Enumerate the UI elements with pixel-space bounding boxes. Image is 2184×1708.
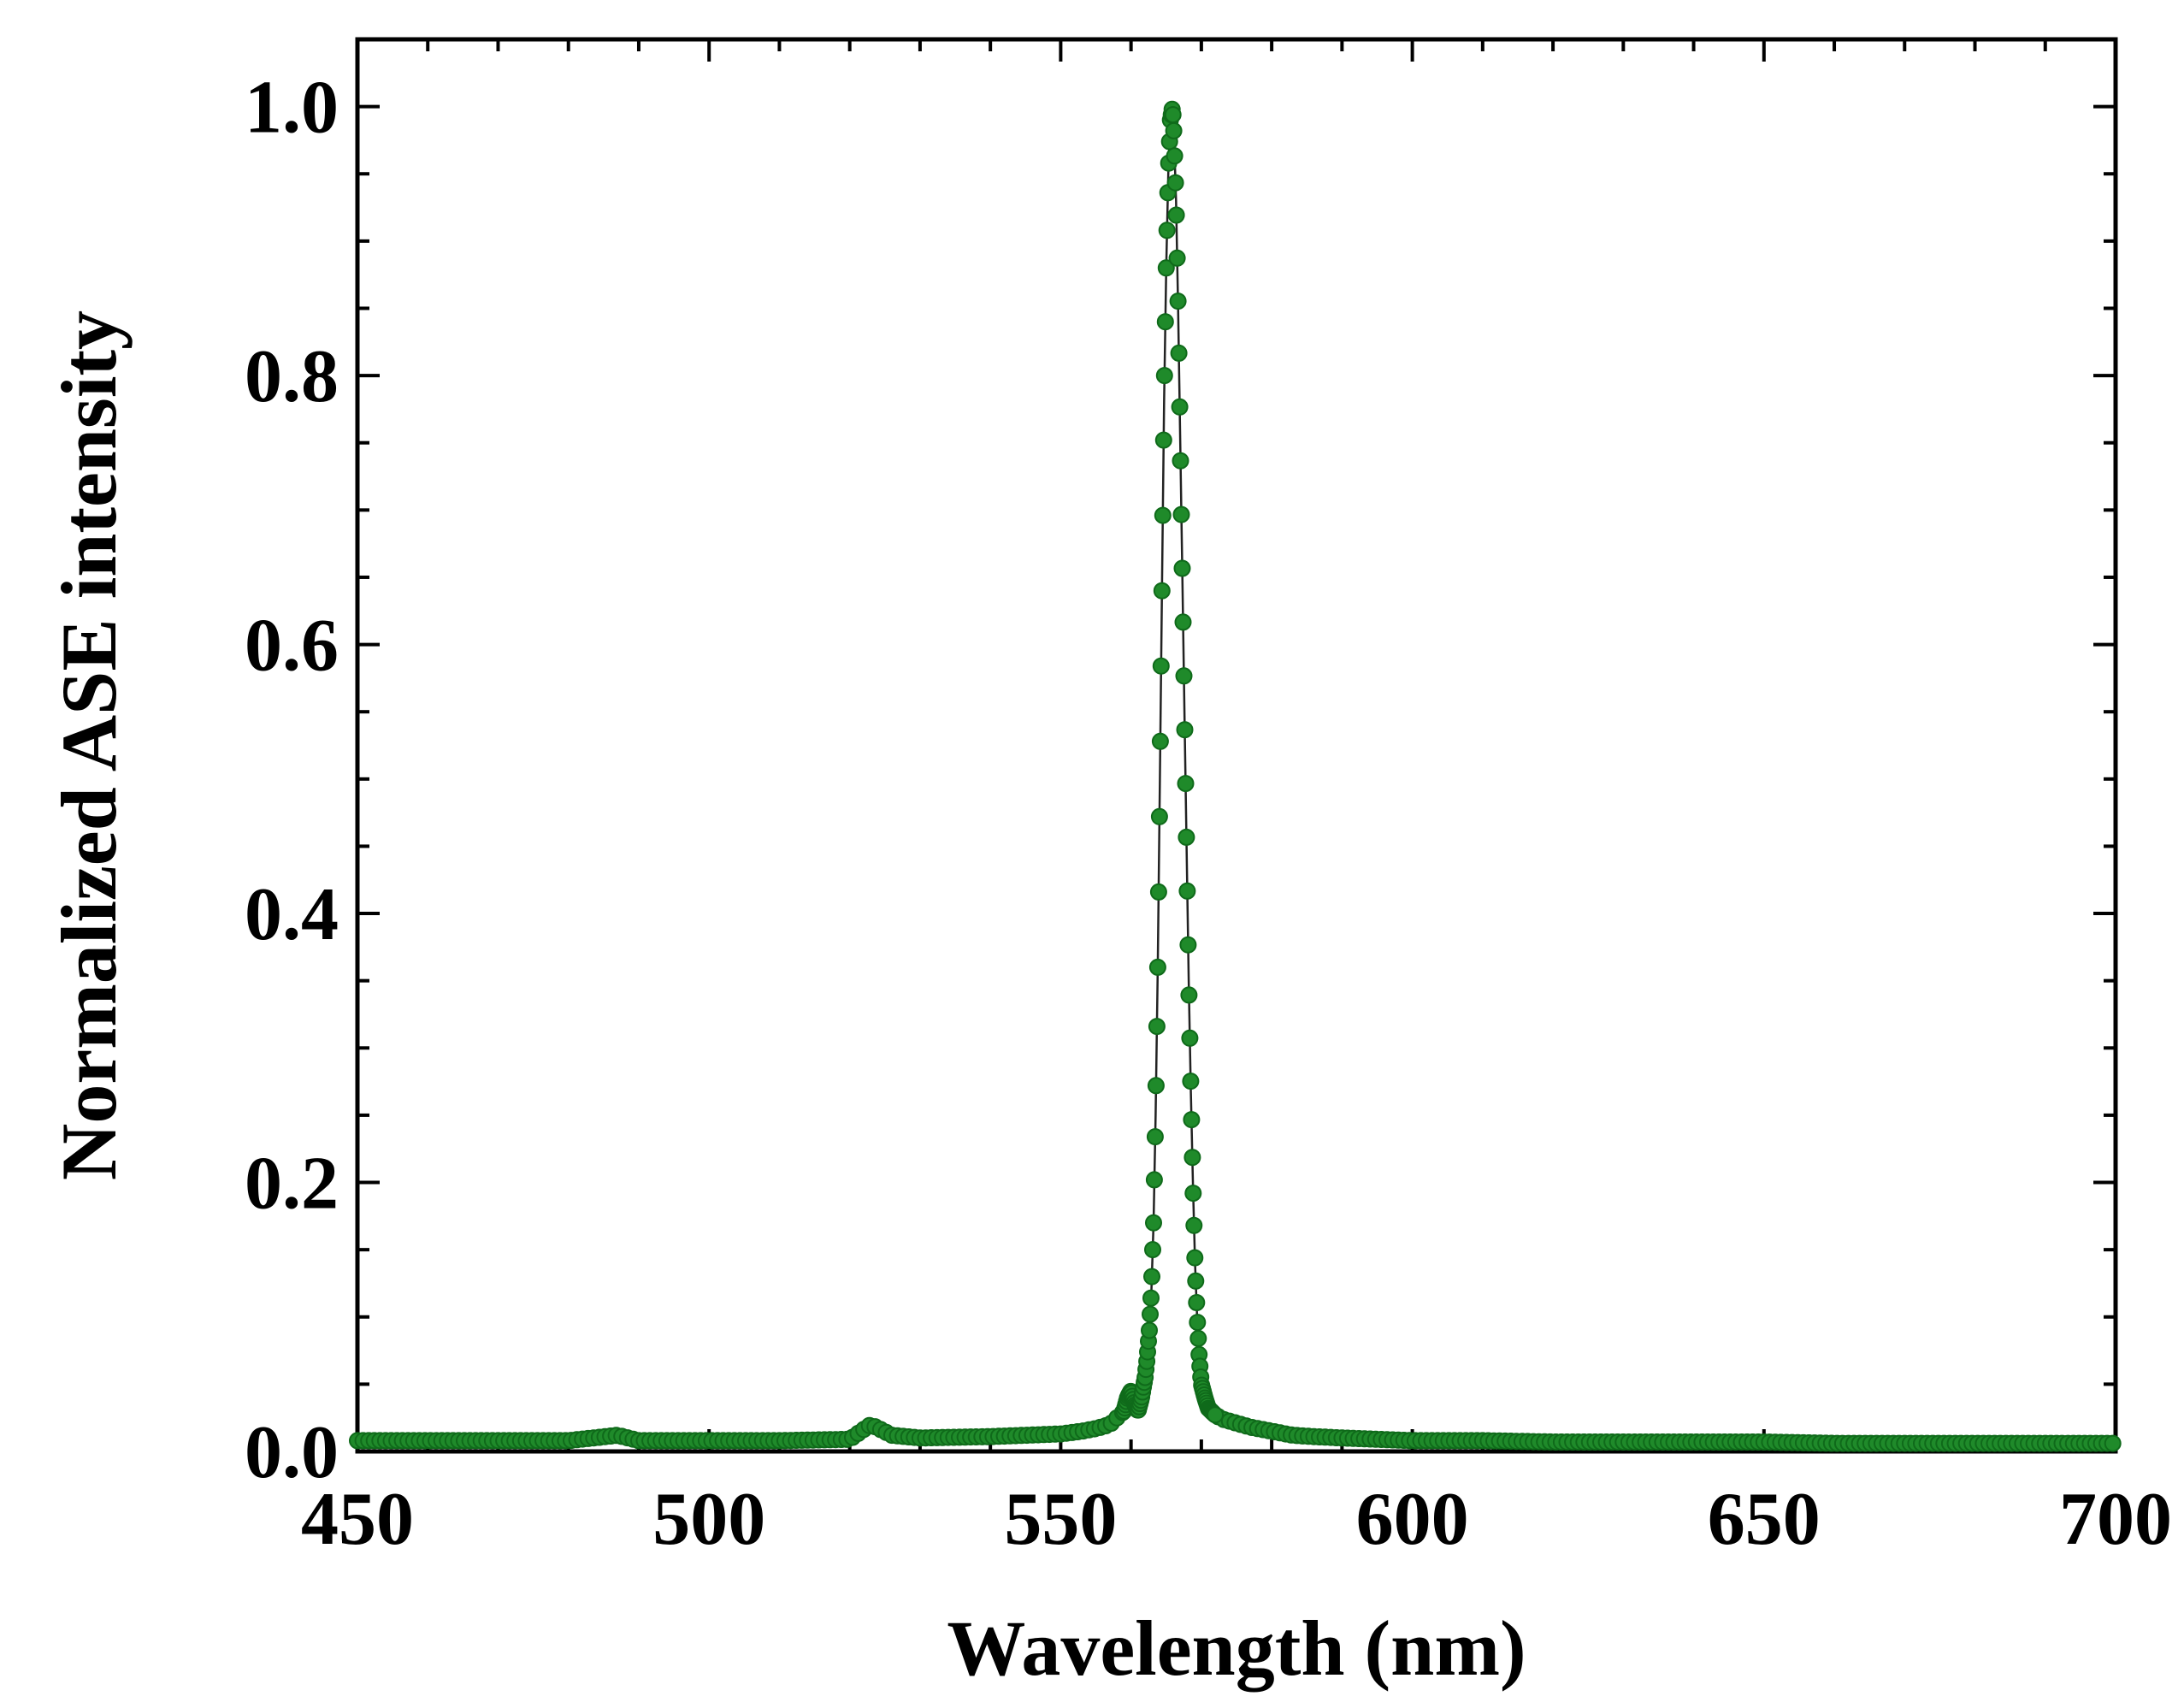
data-point [1180,986,1198,1004]
data-point [1145,1214,1162,1232]
series-line [357,106,2116,1445]
x-tick-label: 600 [1356,1478,1469,1561]
data-point [1142,1289,1160,1307]
x-tick-label: 450 [301,1478,414,1561]
data-point [1154,431,1172,449]
data-point [1155,367,1173,385]
data-point [1185,1216,1203,1234]
data-point [1186,1249,1204,1267]
data-point [1176,721,1194,739]
data-point [1172,505,1190,523]
data-point [1144,1241,1161,1259]
data-point [1148,1018,1166,1036]
data-point [1178,882,1196,900]
data-point [1141,1321,1158,1339]
y-tick-label: 0.4 [245,873,339,956]
data-point [1172,452,1189,470]
data-point [1175,667,1193,685]
data-point [1177,775,1195,793]
axes [355,37,2118,1454]
data-point [1207,1406,1224,1424]
x-tick-label: 650 [1708,1478,1821,1561]
x-tick-label: 700 [2059,1478,2172,1561]
y-tick-label: 0.0 [245,1411,339,1494]
data-point [1154,506,1172,524]
data-point [2104,1434,2122,1452]
x-tick-label: 500 [652,1478,765,1561]
data-point [1189,1314,1207,1332]
data-point [1168,249,1186,267]
data-point [1156,313,1174,331]
data-point [1181,1029,1199,1047]
data-point [1158,222,1176,239]
plot-frame [355,37,2118,1454]
y-tick-label: 1.0 [245,67,339,150]
data-point [1143,1268,1160,1285]
data-point [1153,582,1171,600]
data-point [1152,657,1170,675]
data-point [1167,206,1185,224]
data-point [1147,1077,1165,1095]
x-axis-title: Wavelength (nm) [947,1605,1526,1692]
data-point [1149,883,1167,901]
data-point [1157,259,1175,277]
y-tick-label: 0.8 [245,335,339,418]
data-point [1150,807,1168,825]
tick-labels: 450 500 550 600 650 700 0.0 0.2 0.4 0.6 0.8 1.0 [245,67,2172,1561]
data-point [1173,559,1191,577]
data-point [1179,936,1197,954]
data-point [1164,106,1182,124]
data-point [1142,1305,1159,1323]
x-tick-label: 550 [1004,1478,1117,1561]
data-point [1183,1111,1201,1129]
data-point [1170,344,1188,362]
data-point [1148,958,1166,976]
data-point [1174,613,1192,631]
data-point [1184,1185,1202,1203]
data-point [1166,147,1183,165]
data-point [1187,1272,1205,1290]
data-point [1145,1171,1163,1189]
data-point [1183,1149,1201,1167]
data-point [1151,732,1169,750]
data-point [1188,1294,1206,1311]
data-point [1169,293,1187,310]
data-point [1146,1128,1164,1146]
y-tick-label: 0.6 [245,605,339,688]
data-point [1166,174,1184,192]
data-point [1178,828,1195,846]
data-point [1165,121,1183,139]
data-point [1189,1329,1207,1347]
plot-area [349,100,2122,1452]
y-tick-label: 0.2 [245,1143,339,1226]
y-axis-title: Normalized ASE intensity [45,310,133,1180]
data-point [1182,1073,1200,1090]
data-point [1171,398,1189,416]
